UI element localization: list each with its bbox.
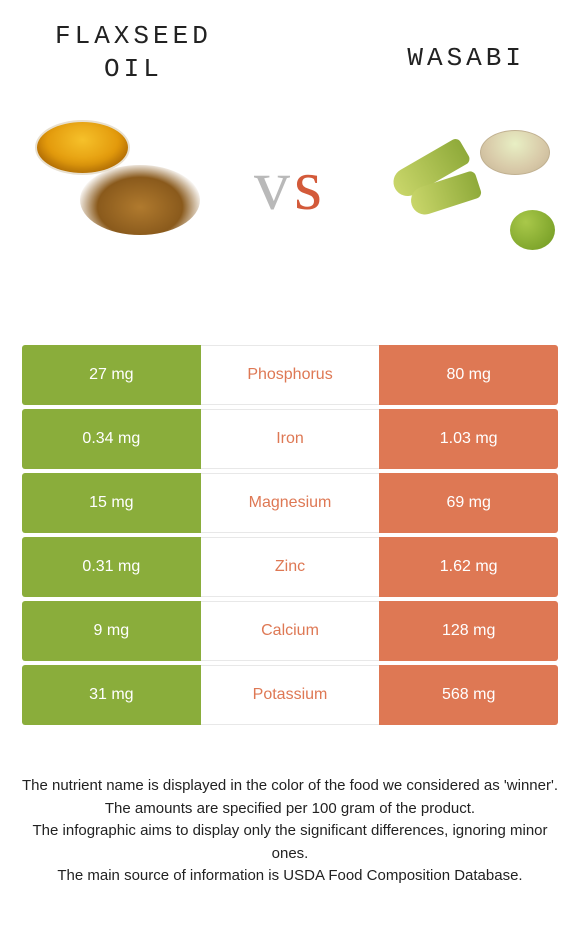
table-row: 0.31 mgZinc1.62 mg	[22, 537, 558, 597]
cell-nutrient-name: Iron	[201, 409, 380, 469]
cell-nutrient-name: Phosphorus	[201, 345, 380, 405]
cell-left-value: 0.31 mg	[22, 537, 201, 597]
food-title-right: Wasabi	[407, 42, 525, 75]
cell-right-value: 80 mg	[379, 345, 558, 405]
cell-left-value: 0.34 mg	[22, 409, 201, 469]
food-image-right	[380, 110, 555, 260]
table-row: 9 mgCalcium128 mg	[22, 601, 558, 661]
cell-nutrient-name: Potassium	[201, 665, 380, 725]
cell-left-value: 9 mg	[22, 601, 201, 661]
table-row: 0.34 mgIron1.03 mg	[22, 409, 558, 469]
images-row: vs	[0, 95, 580, 295]
table-row: 31 mgPotassium568 mg	[22, 665, 558, 725]
footer-line: The amounts are specified per 100 gram o…	[20, 798, 560, 821]
wasabi-bowl-icon	[480, 130, 550, 175]
cell-left-value: 27 mg	[22, 345, 201, 405]
header: Flaxseedoil Wasabi	[0, 0, 580, 95]
food-title-left: Flaxseedoil	[55, 20, 212, 85]
wasabi-ball-icon	[510, 210, 555, 250]
cell-left-value: 15 mg	[22, 473, 201, 533]
table-row: 27 mgPhosphorus80 mg	[22, 345, 558, 405]
cell-right-value: 1.62 mg	[379, 537, 558, 597]
flaxseed-pile-icon	[80, 165, 200, 235]
footer-line: The nutrient name is displayed in the co…	[20, 775, 560, 798]
cell-right-value: 69 mg	[379, 473, 558, 533]
footer-line: The main source of information is USDA F…	[20, 865, 560, 888]
comparison-table: 27 mgPhosphorus80 mg0.34 mgIron1.03 mg15…	[22, 345, 558, 725]
cell-right-value: 568 mg	[379, 665, 558, 725]
cell-nutrient-name: Zinc	[201, 537, 380, 597]
food-image-left	[25, 110, 200, 260]
vs-label: vs	[254, 144, 326, 227]
footer-notes: The nutrient name is displayed in the co…	[20, 775, 560, 888]
footer-line: The infographic aims to display only the…	[20, 820, 560, 865]
cell-nutrient-name: Calcium	[201, 601, 380, 661]
cell-left-value: 31 mg	[22, 665, 201, 725]
cell-right-value: 128 mg	[379, 601, 558, 661]
table-row: 15 mgMagnesium69 mg	[22, 473, 558, 533]
cell-right-value: 1.03 mg	[379, 409, 558, 469]
cell-nutrient-name: Magnesium	[201, 473, 380, 533]
